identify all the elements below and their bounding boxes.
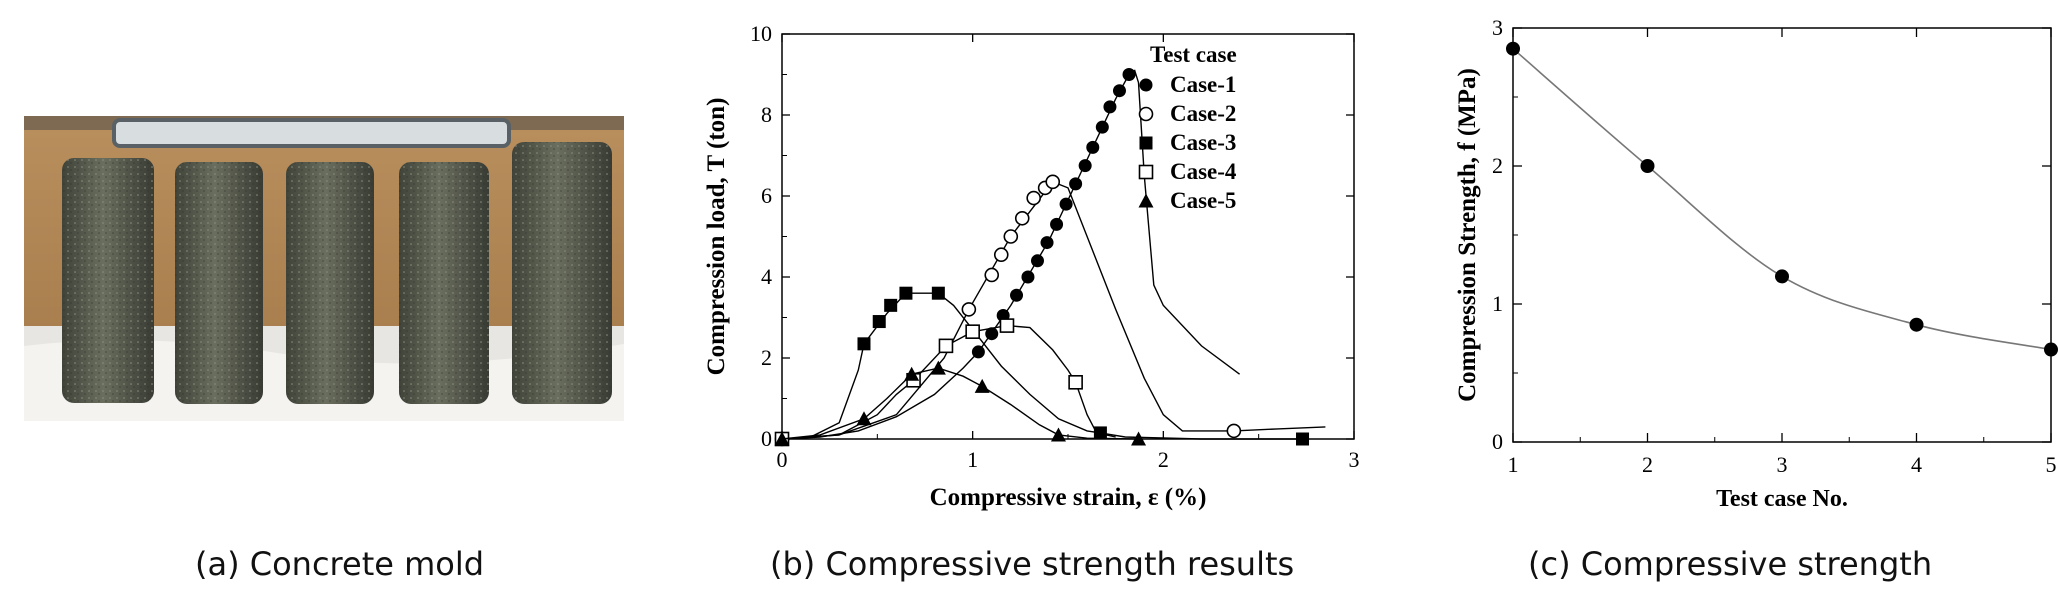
data-point-case-4: [938, 338, 954, 354]
data-point-case-1: [1078, 159, 1092, 173]
x-tick-label: 0: [777, 447, 788, 472]
plot-frame: [781, 33, 1355, 440]
data-point-case-1: [1040, 236, 1054, 250]
data-point-case-1: [1112, 84, 1126, 98]
data-point-case-2: [961, 302, 977, 317]
series-compression-strength: [1506, 41, 2058, 357]
y-tick-label: 4: [761, 264, 772, 289]
data-point-case-1: [1069, 177, 1083, 191]
data-point-case-5: [930, 360, 946, 375]
data-point-case-4: [999, 318, 1015, 333]
data-point-case-1: [1030, 254, 1044, 268]
five-concrete-cylinders-icon: [24, 116, 624, 421]
y-tick-label: 10: [750, 21, 772, 46]
x-axis-label: Compressive strain, ε (%): [930, 484, 1207, 511]
data-point-case-1: [1122, 68, 1136, 81]
data-point-case-4: [965, 324, 980, 339]
x-tick-label: 2: [1642, 452, 1653, 477]
data-point-case-5: [774, 431, 790, 446]
data-point-case-5: [1050, 427, 1066, 442]
data-point-case-4: [1068, 374, 1083, 390]
data-point-case-3: [872, 315, 886, 329]
legend-marker-case-3: [1139, 136, 1153, 150]
legend-marker-case-5: [1138, 193, 1154, 208]
y-tick-label: 2: [1492, 153, 1503, 178]
series-case-1: [775, 68, 1241, 446]
data-point-case-1: [971, 345, 985, 359]
data-point-case-5: [904, 366, 920, 381]
series-line-case-3: [781, 292, 1303, 440]
y-tick-label: 2: [761, 345, 772, 370]
legend-label-case-5: Case-5: [1170, 188, 1236, 213]
strength-curve: [1512, 48, 2052, 351]
compression-load-strain-chart: 0 1 2 3 0 2 4 6 8 10 Compressive strain, ε (%) Comp…: [703, 21, 1360, 511]
y-tick-label: 6: [761, 183, 772, 208]
caption-a: (a) Concrete mold: [195, 545, 485, 583]
data-point-case-1: [1010, 288, 1024, 302]
y-axis-label: Compression Strength, f (MPa): [1454, 68, 1481, 402]
legend-label-case-4: Case-4: [1170, 159, 1237, 184]
legend-title: Test case: [1150, 42, 1237, 67]
data-point-case-1: [1086, 140, 1100, 154]
concrete-mold-photo: [24, 116, 624, 421]
data-point: [1909, 317, 1924, 332]
data-point-case-5: [974, 378, 990, 393]
series-line-case-5: [781, 367, 1139, 440]
x-tick-label: 3: [1349, 447, 1360, 472]
data-point: [1506, 41, 1520, 56]
data-point-case-2: [1026, 190, 1041, 206]
series-case-4: [774, 318, 1116, 447]
x-tick-label: 2: [1158, 447, 1169, 472]
y-tick-label: 3: [1492, 15, 1503, 40]
data-point-case-3: [931, 286, 945, 300]
data-point-case-1: [1050, 217, 1064, 231]
series-case-2: [774, 174, 1326, 447]
data-point-case-2: [1045, 174, 1061, 190]
y-axis-label: Compression load, T (ton): [703, 98, 730, 376]
x-axis-label: Test case No.: [1716, 486, 1848, 512]
y-tick-label: 0: [761, 426, 772, 451]
data-point-case-2: [984, 267, 1000, 283]
x-tick-label: 1: [967, 447, 978, 472]
data-point-case-1: [1059, 197, 1073, 211]
y-tick-label: 1: [1492, 291, 1503, 316]
data-point: [1640, 159, 1655, 173]
data-point: [2044, 342, 2058, 357]
data-point-case-5: [1131, 431, 1147, 446]
y-tick-label: 8: [761, 102, 772, 127]
caption-b: (b) Compressive strength results: [770, 545, 1295, 583]
legend-marker-case-4: [1138, 164, 1154, 180]
legend-marker-case-1: [1139, 78, 1153, 92]
x-tick-label: 3: [1777, 452, 1788, 477]
data-point-case-1: [1095, 120, 1109, 134]
legend-label-case-2: Case-2: [1170, 101, 1236, 126]
legend-marker-case-2: [1138, 106, 1154, 122]
data-point-case-1: [1021, 270, 1035, 284]
x-tick-label: 1: [1508, 452, 1519, 477]
data-point-case-3: [884, 298, 898, 312]
series-case-5: [774, 360, 1147, 446]
legend-label-case-1: Case-1: [1170, 72, 1236, 97]
y-tick-label: 0: [1492, 429, 1503, 454]
data-point: [1775, 269, 1789, 284]
data-point-case-2: [993, 247, 1009, 263]
series-case-3: [775, 286, 1310, 446]
legend-label-case-3: Case-3: [1170, 130, 1236, 155]
data-point-case-2: [1226, 423, 1242, 439]
data-point-case-2: [1014, 210, 1030, 226]
data-point-case-3: [857, 337, 871, 351]
x-tick-label: 5: [2046, 452, 2057, 477]
data-point-case-3: [1296, 432, 1310, 446]
data-point-case-5: [856, 411, 872, 426]
data-point-case-3: [1093, 426, 1107, 440]
plot-frame: [1512, 27, 2052, 443]
caption-c: (c) Compressive strength: [1528, 545, 1933, 583]
data-point-case-3: [899, 286, 913, 300]
x-tick-label: 4: [1911, 452, 1922, 477]
data-point-case-2: [1003, 229, 1019, 244]
data-point-case-1: [1103, 100, 1117, 114]
data-point-case-1: [985, 327, 999, 341]
